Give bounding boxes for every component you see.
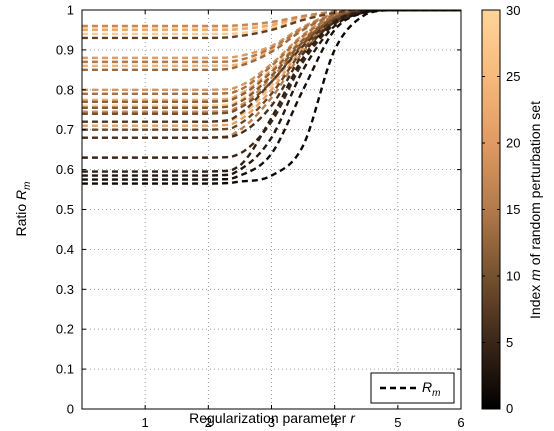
series-line-m6 bbox=[82, 10, 461, 139]
colorbar-tick-label: 0 bbox=[506, 401, 513, 416]
x-tick-label: 3 bbox=[268, 415, 275, 430]
x-axis-title-text: Regularization parameter bbox=[189, 410, 350, 426]
y-tick-label: 0 bbox=[67, 402, 74, 417]
colorbar-label-variable: m bbox=[527, 269, 543, 281]
colorbar-label: Index m of random perturbation set bbox=[527, 101, 543, 319]
colorbar-tick-label: 5 bbox=[506, 335, 513, 350]
series-lines bbox=[82, 10, 461, 185]
x-tick-label: 2 bbox=[205, 415, 212, 430]
y-axis-title-variable: R bbox=[13, 190, 29, 200]
y-axis-title: Ratio Rm bbox=[13, 181, 33, 236]
y-tick-label: 0.7 bbox=[56, 122, 74, 137]
legend-label: Rm bbox=[422, 379, 440, 399]
y-tick-label: 0.1 bbox=[56, 362, 74, 377]
colorbar-ticks: 0 5 10 15 20 25 30 bbox=[482, 3, 520, 416]
series-line-m11 bbox=[82, 10, 461, 109]
series-line-m5 bbox=[82, 10, 461, 159]
y-axis-title-subscript: m bbox=[22, 181, 33, 189]
y-tick-label: 0.8 bbox=[56, 82, 74, 97]
colorbar-tick-label: 15 bbox=[506, 202, 520, 217]
legend-label-variable: R bbox=[422, 379, 432, 395]
x-tick-label: 4 bbox=[331, 415, 338, 430]
series-line-m15 bbox=[82, 10, 461, 64]
series-line-m9 bbox=[82, 10, 461, 131]
series-line-m1 bbox=[82, 10, 461, 185]
y-tick-label: 0.2 bbox=[56, 322, 74, 337]
y-tick-label: 1 bbox=[67, 3, 74, 18]
colorbar-tick-label: 30 bbox=[506, 3, 520, 18]
colorbar-tick-label: 25 bbox=[506, 69, 520, 84]
y-tick-label: 0.9 bbox=[56, 42, 74, 57]
colorbar-tick-label: 10 bbox=[506, 269, 520, 284]
x-axis-title-variable: r bbox=[350, 410, 356, 426]
x-tick-label: 6 bbox=[457, 415, 464, 430]
x-axis-ticks: 1 2 3 4 5 6 bbox=[142, 10, 465, 430]
series-line-m19 bbox=[82, 10, 461, 92]
x-tick-label: 1 bbox=[142, 415, 149, 430]
y-tick-label: 0.4 bbox=[56, 242, 74, 257]
legend: Rm bbox=[370, 372, 455, 404]
colorbar-tick-label: 20 bbox=[506, 136, 520, 151]
grid-lines bbox=[82, 10, 461, 409]
y-tick-label: 0.3 bbox=[56, 282, 74, 297]
x-axis-title: Regularization parameter r bbox=[189, 410, 356, 426]
y-tick-label: 0.5 bbox=[56, 202, 74, 217]
x-tick-label: 5 bbox=[394, 415, 401, 430]
y-axis-ticks: 0 0.1 0.2 0.3 0.4 0.5 0.6 0.7 0.8 0.9 1 bbox=[56, 3, 461, 417]
colorbar-label-start: Index bbox=[527, 281, 543, 319]
y-axis-title-text: Ratio bbox=[13, 200, 29, 237]
colorbar-label-end: of random perturbation set bbox=[527, 101, 543, 269]
y-tick-label: 0.6 bbox=[56, 162, 74, 177]
legend-label-subscript: m bbox=[432, 388, 440, 399]
